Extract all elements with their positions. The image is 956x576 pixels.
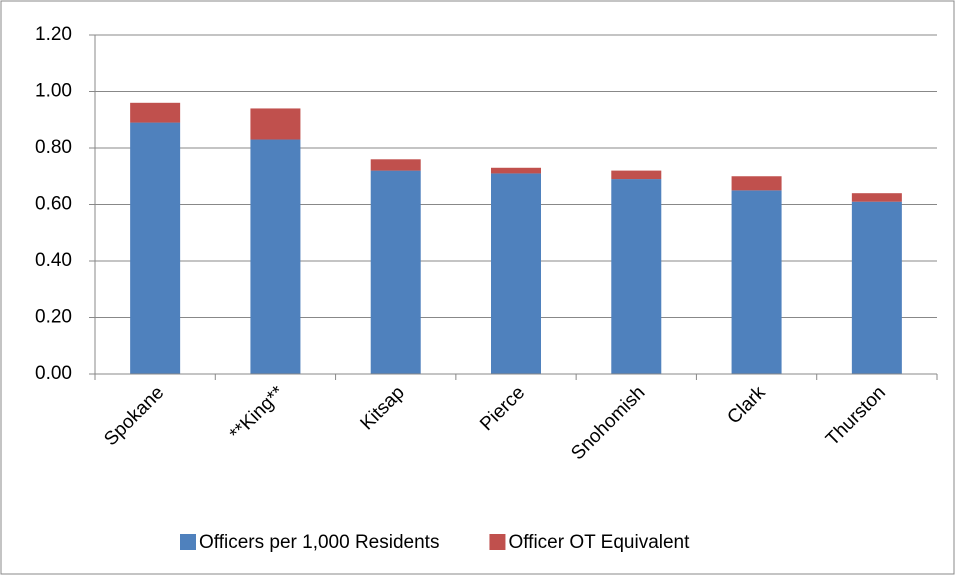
y-tick-label: 0.20 [35,307,72,328]
bar-segment [250,108,301,140]
bar-segment [851,201,902,374]
bar-segment [370,159,421,171]
y-tick-label: 0.00 [35,363,72,384]
legend-swatch [489,534,506,550]
y-tick-label: 1.20 [35,24,72,45]
legend-label: Officers per 1,000 Residents [199,532,439,553]
bar-segment [851,193,902,202]
bar-segment [250,139,301,374]
legend-label: Officer OT Equivalent [508,532,690,553]
y-tick-label: 0.60 [35,194,72,215]
legend-swatch [180,534,196,550]
bar-segment [130,102,181,123]
y-tick-label: 1.00 [35,81,72,102]
bar-segment [611,179,662,374]
bar-segment [130,122,181,374]
bar-segment [491,167,541,174]
y-tick-label: 0.80 [35,137,72,158]
bar-segment [491,173,541,374]
bar-segment [731,176,782,191]
bar-segment [370,170,421,374]
bar-segment [731,190,782,374]
bar-segment [611,170,662,180]
y-tick-label: 0.40 [35,250,72,271]
